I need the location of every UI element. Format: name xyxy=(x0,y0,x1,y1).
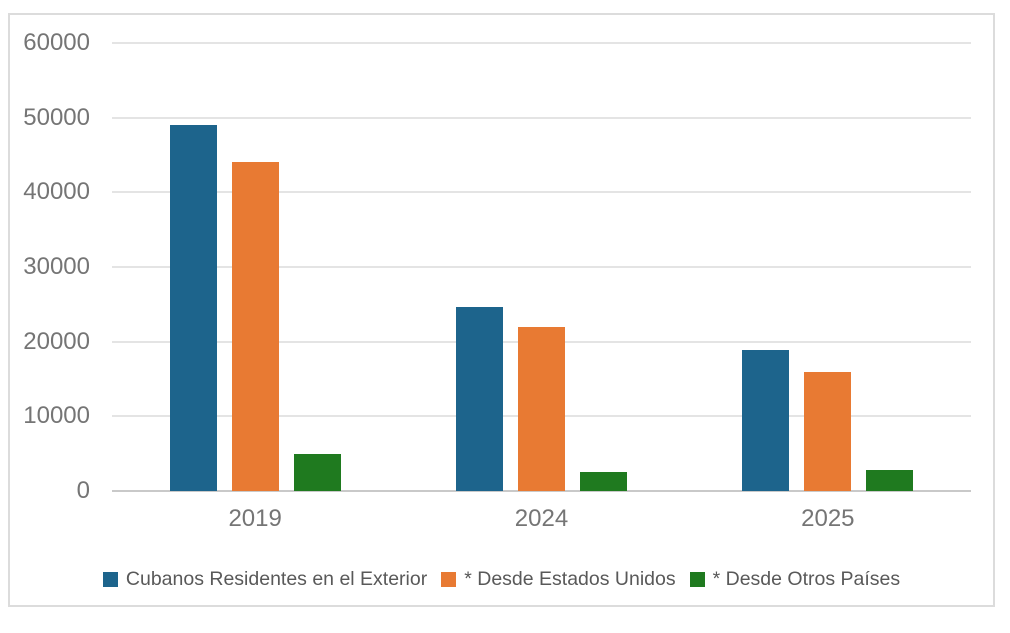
legend-label: * Desde Estados Unidos xyxy=(464,567,676,590)
bar-2025-series-3 xyxy=(866,470,914,491)
bar-2024-series-2 xyxy=(518,326,565,491)
bar-2019-series-2 xyxy=(231,161,279,491)
y-tick-label-20000: 20000 xyxy=(23,327,90,355)
x-tick-label-2024: 2024 xyxy=(514,505,569,532)
x-axis-baseline xyxy=(112,490,971,492)
y-tick-label-10000: 10000 xyxy=(23,402,90,430)
bar-2019-series-3 xyxy=(293,454,341,491)
gridline-40000 xyxy=(112,191,971,194)
gridline-60000 xyxy=(112,42,971,44)
legend-swatch-icon xyxy=(441,571,457,587)
x-tick-label-2025: 2025 xyxy=(801,505,855,532)
legend-swatch-icon xyxy=(689,571,705,587)
y-tick-label-40000: 40000 xyxy=(23,178,90,206)
chart-frame: 0 10000 20000 30000 40000 50000 60000 2019 2024 2… xyxy=(8,13,995,607)
legend-label: Cubanos Residentes en el Exterior xyxy=(125,567,428,590)
legend-swatch-icon xyxy=(102,571,118,587)
x-tick-label-2019: 2019 xyxy=(228,505,282,532)
bar-2025-series-2 xyxy=(804,371,852,491)
gridline-30000 xyxy=(112,266,971,268)
legend-item-1: Cubanos Residentes en el Exterior xyxy=(102,567,428,590)
y-tick-label-50000: 50000 xyxy=(23,103,90,131)
bar-2019-series-1 xyxy=(169,125,217,491)
y-tick-label-30000: 30000 xyxy=(23,253,90,280)
plot-area: 0 10000 20000 30000 40000 50000 60000 2019 2024 2… xyxy=(23,31,971,531)
bar-2025-series-1 xyxy=(742,349,790,491)
legend-item-3: * Desde Otros Países xyxy=(689,567,901,590)
legend-label: * Desde Otros Países xyxy=(712,567,901,590)
bar-2024-series-3 xyxy=(580,471,627,491)
bar-2024-series-1 xyxy=(456,306,503,491)
gridline-50000 xyxy=(112,116,971,119)
y-tick-label-0: 0 xyxy=(76,477,90,504)
legend-item-2: * Desde Estados Unidos xyxy=(441,567,676,590)
y-tick-label-60000: 60000 xyxy=(23,29,90,56)
chart-legend: Cubanos Residentes en el Exterior * Desde… xyxy=(10,567,993,590)
